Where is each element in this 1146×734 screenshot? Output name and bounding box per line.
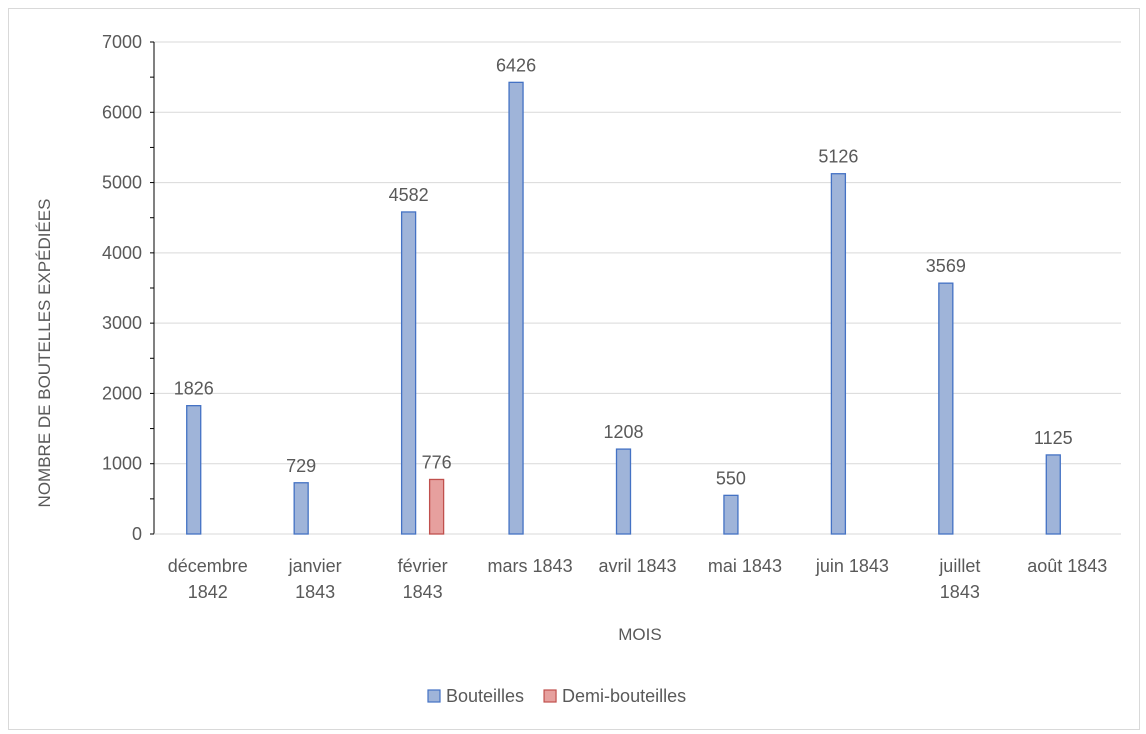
x-tick-label: janvier	[288, 556, 342, 576]
data-label: 1208	[603, 422, 643, 442]
y-tick-label: 4000	[102, 243, 142, 263]
data-label: 729	[286, 456, 316, 476]
y-tick-label: 1000	[102, 454, 142, 474]
legend: Bouteilles Demi-bouteilles	[427, 686, 686, 706]
axes	[150, 41, 1121, 535]
bar-0-4	[615, 448, 632, 535]
bar-0-8	[1045, 454, 1061, 535]
bar-0-2	[400, 211, 417, 535]
data-label: 550	[716, 468, 746, 488]
gridlines	[154, 41, 1121, 465]
legend-swatch	[427, 689, 441, 703]
y-tick-label: 6000	[102, 102, 142, 122]
x-tick-label: 1843	[940, 582, 980, 602]
y-tick-label: 7000	[102, 32, 142, 52]
x-tick-label: avril 1843	[598, 556, 676, 576]
data-label: 5126	[818, 147, 858, 167]
x-tick-label: mai 1843	[708, 556, 782, 576]
bar-0-0	[186, 405, 202, 535]
bar-0-6	[830, 173, 847, 535]
data-label: 6426	[496, 55, 536, 75]
bar-1-2	[428, 478, 445, 535]
x-axis-title: MOIS	[618, 625, 661, 644]
data-label: 4582	[389, 185, 429, 205]
x-tick-label: juin 1843	[815, 556, 889, 576]
y-tick-label: 3000	[102, 313, 142, 333]
data-label: 1826	[174, 379, 214, 399]
data-label: 1125	[1034, 428, 1073, 448]
x-tick-label: février	[398, 556, 448, 576]
y-tick-label: 2000	[102, 383, 142, 403]
x-tick-label: juillet	[938, 556, 980, 576]
data-label: 3569	[926, 256, 966, 276]
bar-0-1	[293, 482, 309, 535]
legend-label: Demi-bouteilles	[562, 686, 686, 706]
data-label: 776	[422, 452, 452, 472]
x-tick-label: août 1843	[1027, 556, 1107, 576]
y-tick-label: 5000	[102, 173, 142, 193]
bar-0-5	[723, 494, 739, 535]
legend-swatch	[543, 689, 557, 703]
y-tick-label: 0	[132, 524, 142, 544]
x-tick-label: décembre	[168, 556, 248, 576]
bar-0-7	[938, 282, 954, 535]
x-tick-label: 1843	[295, 582, 335, 602]
labels: 0 1000 2000 3000 4000 5000 6000 7000 1826 décembr…	[102, 32, 1107, 602]
y-axis-title: NOMBRE DE BOUTELLES EXPÉDIÉES	[35, 199, 54, 508]
x-tick-label: 1842	[188, 582, 228, 602]
x-tick-label: mars 1843	[488, 556, 573, 576]
bars	[186, 81, 1061, 535]
x-tick-label: 1843	[403, 582, 443, 602]
legend-label: Bouteilles	[446, 686, 524, 706]
bar-0-3	[508, 81, 524, 535]
